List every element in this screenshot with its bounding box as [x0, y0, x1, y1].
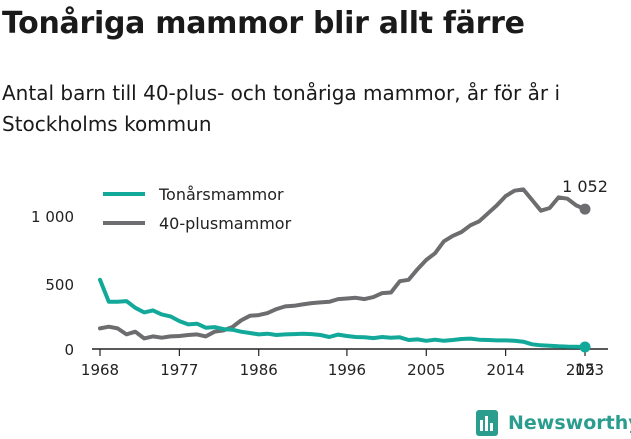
end-label-tonarsmammor: 15 — [575, 360, 595, 379]
chart-subtitle: Antal barn till 40-plus- och tonåriga ma… — [2, 81, 561, 136]
x-tick-label-2005: 2005 — [407, 361, 445, 379]
newsworthy-brand: Newsworthy — [476, 410, 631, 436]
series-line-tonarsmammor — [98, 277, 587, 349]
brand-name: Newsworthy — [508, 412, 631, 434]
end-label-40-plusmammor: 1 052 — [562, 177, 608, 196]
end-marker-tonarsmammor — [579, 341, 591, 353]
series-line-40-plusmammor — [98, 187, 587, 341]
x-tick-label-2023: 2023 — [566, 361, 604, 379]
chart-title: Tonåriga mammor blir allt färre — [2, 6, 525, 41]
end-marker-40-plusmammor — [579, 203, 591, 215]
legend-label-tonarsmammor: Tonårsmammor — [158, 185, 284, 204]
x-tick-label-2014: 2014 — [487, 361, 525, 379]
series-lines — [98, 187, 587, 349]
x-tick-label-1986: 1986 — [240, 361, 278, 379]
y-tick-label-500: 500 — [45, 276, 74, 294]
x-ticks: 1968 1977 1986 1996 2005 2014 2023 — [81, 349, 604, 379]
legend-label-40-plusmammor: 40-plusmammor — [159, 214, 292, 233]
x-tick-label-1996: 1996 — [328, 361, 366, 379]
end-markers: 15 1 052 — [562, 177, 608, 379]
y-axis: 0 500 1 000 — [31, 208, 74, 359]
legend: Tonårsmammor 40-plusmammor — [103, 185, 292, 233]
y-tick-label-1000: 1 000 — [31, 208, 74, 226]
y-tick-label-0: 0 — [64, 341, 74, 359]
x-tick-label-1977: 1977 — [160, 361, 198, 379]
x-tick-label-1968: 1968 — [81, 361, 119, 379]
